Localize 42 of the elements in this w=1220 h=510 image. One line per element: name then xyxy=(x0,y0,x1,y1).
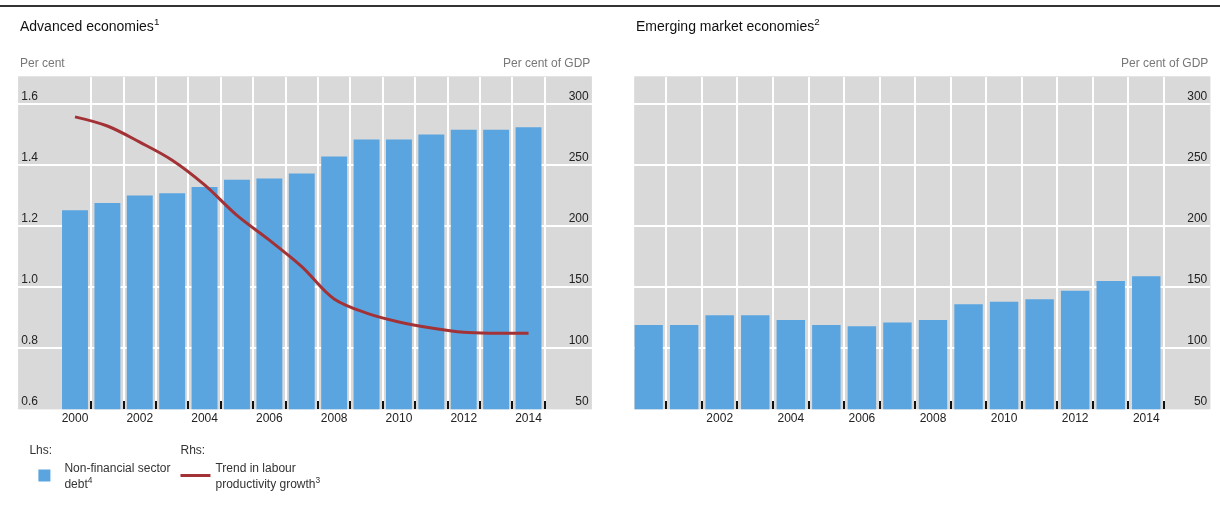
y2-tick-label: 250 xyxy=(568,149,590,164)
x-tick-label: 2008 xyxy=(320,411,348,426)
x-tick-label: 2010 xyxy=(990,411,1018,426)
y2-tick-label: 100 xyxy=(1187,332,1208,347)
y2-tick-label: 100 xyxy=(568,332,590,347)
y2-tick-label: 300 xyxy=(568,88,590,103)
y2-tick-label: 300 xyxy=(1187,88,1208,103)
x-tick-label: 2010 xyxy=(385,411,413,426)
y-tick-label: 1.4 xyxy=(21,149,39,164)
y2-tick-label: 250 xyxy=(1187,149,1208,164)
x-tick-label: 2006 xyxy=(848,411,876,426)
x-tick-label: 2002 xyxy=(126,411,154,426)
x-tick-label: 2006 xyxy=(256,411,284,426)
y-tick-label: 1.0 xyxy=(21,271,39,286)
x-tick-label: 2012 xyxy=(1061,411,1089,426)
x-tick-label: 2002 xyxy=(706,411,734,426)
text: Rhs: xyxy=(180,442,206,457)
x-tick-label: 2000 xyxy=(61,411,89,426)
y-tick-label: 1.2 xyxy=(21,210,39,225)
x-tick-label: 2014 xyxy=(1132,411,1160,426)
y-tick-label: 1.6 xyxy=(21,88,39,103)
x-tick-label: 2008 xyxy=(919,411,947,426)
x-tick-label: 2012 xyxy=(450,411,478,426)
y-axis-title: Per cent xyxy=(20,56,66,70)
text: Lhs: xyxy=(29,442,53,457)
x-tick-label: 2014 xyxy=(515,411,543,426)
y2-tick-label: 50 xyxy=(1193,394,1208,408)
y2-tick-label: 50 xyxy=(575,394,590,408)
y2-tick-label: 200 xyxy=(1187,210,1208,225)
x-tick-label: 2004 xyxy=(777,411,805,426)
legend-label: Trend in labour productivity growth$^{3}$ xyxy=(215,461,321,491)
y2-tick-label: 150 xyxy=(1187,271,1208,286)
legend-label: Non-financial sector debt$^{4}$ xyxy=(64,461,171,491)
x-tick-label: 2004 xyxy=(191,411,219,426)
y2-tick-label: 150 xyxy=(568,271,590,286)
chart-title: Emerging market economies$^{2}$ xyxy=(636,16,820,34)
chart-title: Advanced economies$^{1}$ xyxy=(20,16,160,34)
y2-axis-title: Per cent of GDP xyxy=(503,56,591,70)
y-tick-label: 0.6 xyxy=(21,394,39,408)
y-tick-label: 0.8 xyxy=(21,332,39,347)
y2-tick-label: 200 xyxy=(568,210,590,225)
y2-axis-title: Per cent of GDP xyxy=(1121,56,1209,70)
